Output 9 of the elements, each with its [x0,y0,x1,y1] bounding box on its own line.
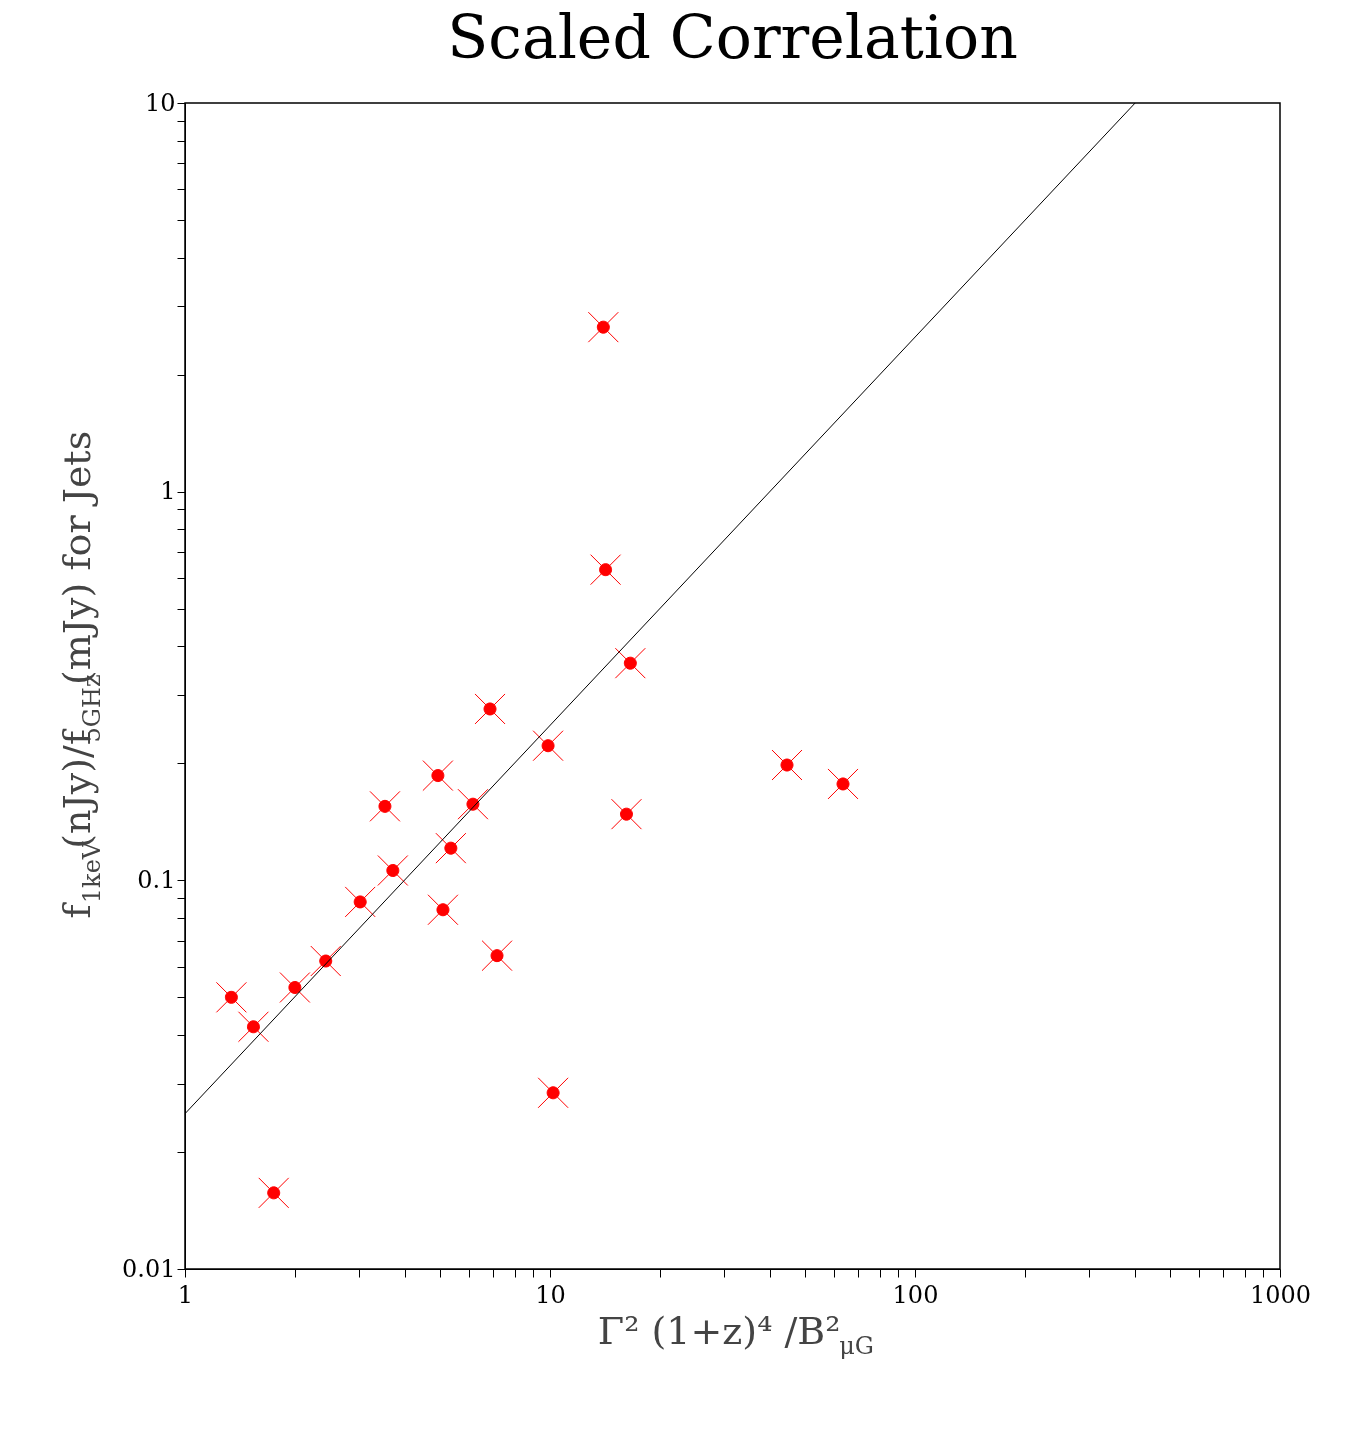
x-tick-label: 1000 [1249,1280,1312,1309]
x-tick-label: 10 [535,1280,566,1309]
y-tick-label: 1 [160,477,176,506]
x-tick-label: 1 [177,1280,194,1309]
y-tick-label: 0.01 [122,1254,176,1283]
chart-title: Scaled Correlation [447,2,1018,72]
x-tick-label: 100 [892,1280,939,1309]
y-tick-label: 0.1 [137,865,176,894]
y-tick-label: 10 [144,88,176,117]
